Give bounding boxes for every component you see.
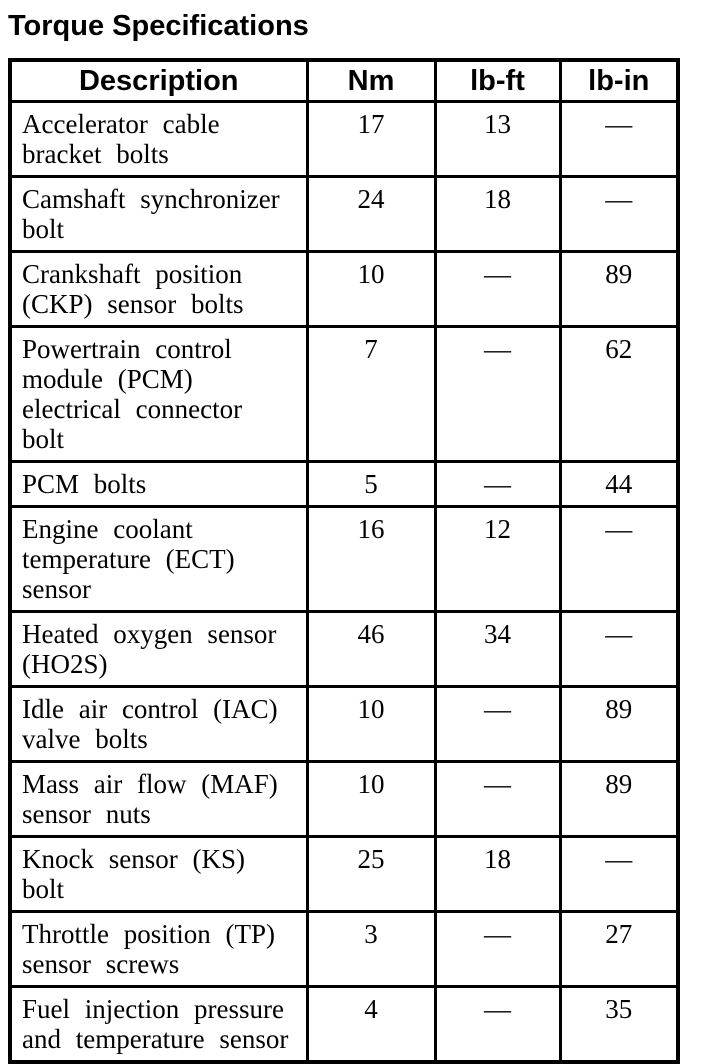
cell-description: Camshaft synchronizer bolt <box>8 175 309 253</box>
cell-lb-ft: — <box>433 985 562 1064</box>
cell-lb-in: — <box>558 505 680 613</box>
cell-lb-in: 89 <box>558 685 680 763</box>
header-lb-in: lb-in <box>558 58 680 103</box>
table-row: Crankshaft position (CKP) sensor bolts 1… <box>8 250 680 328</box>
cell-description: Fuel injection pressure and temperature … <box>8 985 309 1064</box>
cell-lb-in: — <box>558 175 680 253</box>
cell-nm: 3 <box>305 910 437 988</box>
cell-nm: 24 <box>305 175 437 253</box>
cell-lb-in: 89 <box>558 250 680 328</box>
cell-lb-ft: — <box>433 910 562 988</box>
cell-lb-in: — <box>558 100 680 178</box>
cell-lb-ft: 18 <box>433 835 562 913</box>
cell-description: Accelerator cable bracket bolts <box>8 100 309 178</box>
cell-lb-ft: 13 <box>433 100 562 178</box>
cell-lb-in: 27 <box>558 910 680 988</box>
cell-description: Knock sensor (KS) bolt <box>8 835 309 913</box>
cell-nm: 25 <box>305 835 437 913</box>
cell-nm: 10 <box>305 250 437 328</box>
table-row: Fuel injection pressure and temperature … <box>8 985 680 1064</box>
table-row: Idle air control (IAC) valve bolts 10 — … <box>8 685 680 763</box>
table-row: Engine coolant temperature (ECT) sensor … <box>8 505 680 613</box>
cell-lb-ft: — <box>433 685 562 763</box>
cell-lb-ft: 34 <box>433 610 562 688</box>
cell-lb-in: 62 <box>558 325 680 463</box>
torque-specifications-table: Description Nm lb-ft lb-in Accelerator c… <box>8 58 680 1064</box>
page-title: Torque Specifications <box>8 10 309 42</box>
cell-nm: 17 <box>305 100 437 178</box>
cell-lb-ft: — <box>433 250 562 328</box>
table-row: Heated oxygen sensor (HO2S) 46 34 — <box>8 610 680 688</box>
cell-description: Engine coolant temperature (ECT) sensor <box>8 505 309 613</box>
cell-nm: 7 <box>305 325 437 463</box>
table-row: Powertrain control module (PCM) electric… <box>8 325 680 463</box>
header-lb-ft: lb-ft <box>433 58 562 103</box>
cell-lb-in: 35 <box>558 985 680 1064</box>
cell-lb-in: — <box>558 835 680 913</box>
cell-nm: 4 <box>305 985 437 1064</box>
cell-description: Powertrain control module (PCM) electric… <box>8 325 309 463</box>
cell-description: Idle air control (IAC) valve bolts <box>8 685 309 763</box>
table-row: Knock sensor (KS) bolt 25 18 — <box>8 835 680 913</box>
cell-nm: 10 <box>305 685 437 763</box>
cell-lb-in: — <box>558 610 680 688</box>
table-row: Mass air flow (MAF) sensor nuts 10 — 89 <box>8 760 680 838</box>
table-row: Camshaft synchronizer bolt 24 18 — <box>8 175 680 253</box>
header-nm: Nm <box>305 58 437 103</box>
table-row: Accelerator cable bracket bolts 17 13 — <box>8 100 680 178</box>
cell-nm: 46 <box>305 610 437 688</box>
cell-description: Throttle position (TP) sensor screws <box>8 910 309 988</box>
cell-description: Mass air flow (MAF) sensor nuts <box>8 760 309 838</box>
header-description: Description <box>8 58 309 103</box>
cell-nm: 5 <box>305 460 437 508</box>
cell-lb-ft: 12 <box>433 505 562 613</box>
cell-nm: 10 <box>305 760 437 838</box>
cell-nm: 16 <box>305 505 437 613</box>
cell-description: PCM bolts <box>8 460 309 508</box>
cell-lb-ft: — <box>433 460 562 508</box>
table-row: PCM bolts 5 — 44 <box>8 460 680 508</box>
table-row: Throttle position (TP) sensor screws 3 —… <box>8 910 680 988</box>
cell-lb-ft: — <box>433 760 562 838</box>
cell-lb-ft: — <box>433 325 562 463</box>
table-header-row: Description Nm lb-ft lb-in <box>8 58 680 103</box>
cell-description: Crankshaft position (CKP) sensor bolts <box>8 250 309 328</box>
cell-lb-ft: 18 <box>433 175 562 253</box>
cell-lb-in: 44 <box>558 460 680 508</box>
cell-description: Heated oxygen sensor (HO2S) <box>8 610 309 688</box>
cell-lb-in: 89 <box>558 760 680 838</box>
